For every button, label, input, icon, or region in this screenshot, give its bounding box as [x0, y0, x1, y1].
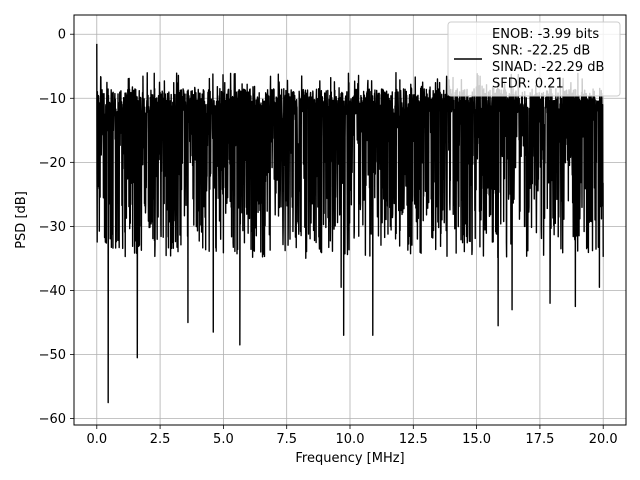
y-axis-ticks: 0 −10 −20 −30 −40 −50 −60 [39, 28, 74, 427]
y-axis-label: PSD [dB] [14, 191, 29, 249]
y-tick-label: −30 [39, 220, 66, 235]
x-tick-label: 7.5 [276, 432, 297, 447]
legend-text-sinad: SINAD: -22.29 dB [492, 60, 604, 75]
legend: ENOB: -3.99 bits SNR: -22.25 dB SINAD: -… [447, 21, 621, 97]
x-axis-ticks: 0.0 2.5 5.0 7.5 10.0 12.5 15.0 17.5 20.0 [86, 425, 618, 447]
y-tick-label: 0 [58, 28, 66, 43]
x-tick-label: 20.0 [589, 432, 618, 447]
legend-text-snr: SNR: -22.25 dB [492, 44, 590, 59]
x-tick-label: 10.0 [336, 432, 365, 447]
plot-area [96, 43, 604, 404]
y-tick-label: −40 [39, 284, 66, 299]
psd-series-line [96, 43, 604, 404]
y-tick-label: −60 [39, 412, 66, 427]
x-tick-label: 15.0 [462, 432, 491, 447]
x-tick-label: 0.0 [86, 432, 107, 447]
legend-box [447, 21, 621, 97]
x-tick-label: 5.0 [213, 432, 234, 447]
y-tick-label: −10 [39, 92, 66, 107]
legend-text-sfdr: SFDR: 0.21 [492, 77, 564, 92]
x-tick-label: 2.5 [150, 432, 171, 447]
y-tick-label: −50 [39, 348, 66, 363]
x-tick-label: 17.5 [525, 432, 554, 447]
x-axis-label: Frequency [MHz] [295, 451, 404, 466]
y-tick-label: −20 [39, 156, 66, 171]
x-tick-label: 12.5 [399, 432, 428, 447]
legend-text-enob: ENOB: -3.99 bits [492, 27, 599, 42]
